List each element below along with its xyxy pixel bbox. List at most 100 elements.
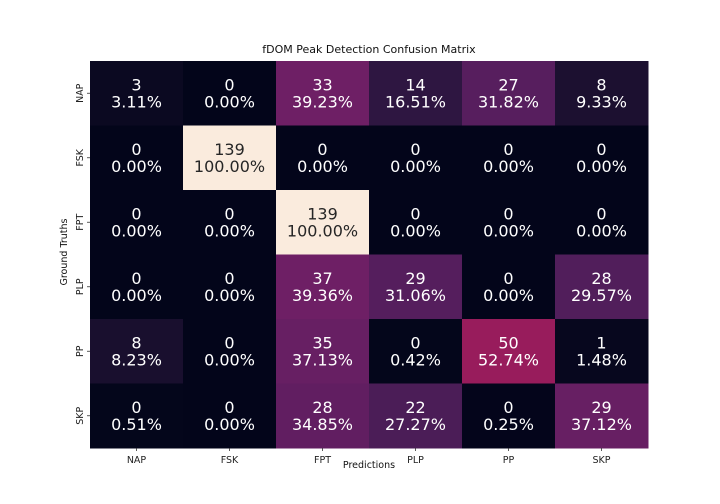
- heatmap-cell-plp-fsk: [183, 254, 277, 320]
- cell-percent-label: 8.23%: [111, 350, 162, 369]
- heatmap-cell-fpt-nap: [90, 190, 184, 255]
- cell-count-label: 22: [405, 398, 425, 417]
- cell-count-label: 0: [410, 333, 420, 352]
- cell-count-label: 0: [503, 269, 513, 288]
- cell-count-label: 0: [131, 140, 141, 159]
- x-tick-label-plp: PLP: [407, 455, 424, 466]
- heatmap-cell-fsk-plp: [369, 125, 463, 191]
- cell-percent-label: 39.23%: [292, 92, 353, 111]
- heatmap-cell-fsk-skp: [555, 125, 649, 191]
- heatmap-cell-skp-skp: [555, 383, 649, 449]
- chart-title: fDOM Peak Detection Confusion Matrix: [262, 43, 476, 56]
- heatmap-cell-nap-fpt: [276, 61, 370, 126]
- cell-percent-label: 0.00%: [111, 221, 162, 240]
- cell-percent-label: 37.13%: [292, 350, 353, 369]
- cell-percent-label: 0.00%: [576, 157, 627, 176]
- cell-count-label: 0: [317, 140, 327, 159]
- cell-count-label: 50: [498, 333, 518, 352]
- heatmap-cell-pp-nap: [90, 319, 184, 384]
- x-tick-label-nap: NAP: [127, 455, 147, 466]
- heatmap-cell-fpt-fpt: [276, 190, 370, 255]
- cell-count-label: 8: [131, 333, 141, 352]
- cell-percent-label: 0.00%: [390, 157, 441, 176]
- cell-count-label: 0: [224, 204, 234, 223]
- y-tick-label-skp: SKP: [75, 406, 86, 424]
- cell-count-label: 0: [131, 204, 141, 223]
- heatmap-cell-pp-fpt: [276, 319, 370, 384]
- cell-count-label: 29: [591, 398, 611, 417]
- cell-count-label: 139: [307, 204, 338, 223]
- x-tick-labels: NAP FSK FPT PLP PP SKP: [127, 448, 611, 466]
- cell-count-label: 29: [405, 269, 425, 288]
- cell-percent-label: 0.00%: [297, 157, 348, 176]
- cell-percent-label: 0.00%: [204, 350, 255, 369]
- cell-count-label: 28: [312, 398, 332, 417]
- heatmap-cell-nap-nap: [90, 61, 184, 126]
- cell-count-label: 0: [503, 140, 513, 159]
- cell-percent-label: 3.11%: [111, 92, 162, 111]
- cell-percent-label: 52.74%: [478, 350, 539, 369]
- cell-count-label: 0: [224, 398, 234, 417]
- heatmap-cell-fpt-fsk: [183, 190, 277, 255]
- heatmap-cell-fpt-skp: [555, 190, 649, 255]
- cell-percent-label: 0.00%: [204, 221, 255, 240]
- cell-percent-label: 37.12%: [571, 415, 632, 434]
- heatmap-cell-skp-plp: [369, 383, 463, 449]
- cell-percent-label: 39.36%: [292, 286, 353, 305]
- x-tick-label-skp: SKP: [593, 455, 611, 466]
- cell-count-label: 0: [596, 140, 606, 159]
- cell-count-label: 0: [410, 140, 420, 159]
- cell-percent-label: 0.25%: [483, 415, 534, 434]
- heatmap-cell-pp-fsk: [183, 319, 277, 384]
- cell-count-label: 139: [214, 140, 245, 159]
- cell-percent-label: 1.48%: [576, 350, 627, 369]
- heatmap-cell-fsk-fsk: [183, 125, 277, 191]
- heatmap-cell-fpt-plp: [369, 190, 463, 255]
- y-tick-label-fsk: FSK: [75, 148, 86, 166]
- cell-percent-label: 16.51%: [385, 92, 446, 111]
- cell-count-label: 0: [503, 398, 513, 417]
- cell-percent-label: 9.33%: [576, 92, 627, 111]
- heatmap-cell-skp-pp: [462, 383, 556, 449]
- y-tick-label-pp: PP: [75, 345, 86, 357]
- cell-count-label: 0: [131, 398, 141, 417]
- cell-count-label: 0: [224, 75, 234, 94]
- cell-percent-label: 0.00%: [204, 92, 255, 111]
- cell-percent-label: 0.00%: [483, 286, 534, 305]
- cell-count-label: 0: [410, 204, 420, 223]
- cell-count-label: 0: [131, 269, 141, 288]
- heatmap-cell-plp-fpt: [276, 254, 370, 320]
- x-tick-label-fsk: FSK: [221, 455, 239, 466]
- heatmap-cell-pp-skp: [555, 319, 649, 384]
- heatmap-cell-fsk-nap: [90, 125, 184, 191]
- heatmap-cell-nap-pp: [462, 61, 556, 126]
- y-tick-labels: NAP FSK FPT PLP PP SKP: [75, 83, 90, 425]
- cell-count-label: 1: [596, 333, 606, 352]
- heatmap-cell-skp-fpt: [276, 383, 370, 449]
- cell-percent-label: 0.00%: [204, 415, 255, 434]
- cell-count-label: 8: [596, 75, 606, 94]
- x-tick-label-fpt: FPT: [314, 455, 331, 466]
- heatmap-cell-plp-skp: [555, 254, 649, 320]
- heatmap-cell-fsk-fpt: [276, 125, 370, 191]
- heatmap-cell-nap-fsk: [183, 61, 277, 126]
- y-tick-label-fpt: FPT: [75, 214, 86, 231]
- cell-percent-label: 31.06%: [385, 286, 446, 305]
- cell-count-label: 28: [591, 269, 611, 288]
- cell-count-label: 0: [224, 269, 234, 288]
- heatmap-cell-pp-plp: [369, 319, 463, 384]
- y-tick-label-nap: NAP: [75, 83, 86, 103]
- heatmap-cell-fpt-pp: [462, 190, 556, 255]
- cell-percent-label: 29.57%: [571, 286, 632, 305]
- cell-count-label: 27: [498, 75, 518, 94]
- heatmap-cell-skp-nap: [90, 383, 184, 449]
- cell-percent-label: 31.82%: [478, 92, 539, 111]
- cell-count-label: 3: [131, 75, 141, 94]
- heatmap-cell-pp-pp: [462, 319, 556, 384]
- heatmap-cell-plp-nap: [90, 254, 184, 320]
- cell-percent-label: 0.00%: [483, 221, 534, 240]
- cell-percent-label: 100.00%: [287, 221, 358, 240]
- heatmap-cell-skp-fsk: [183, 383, 277, 449]
- cell-percent-label: 0.00%: [204, 286, 255, 305]
